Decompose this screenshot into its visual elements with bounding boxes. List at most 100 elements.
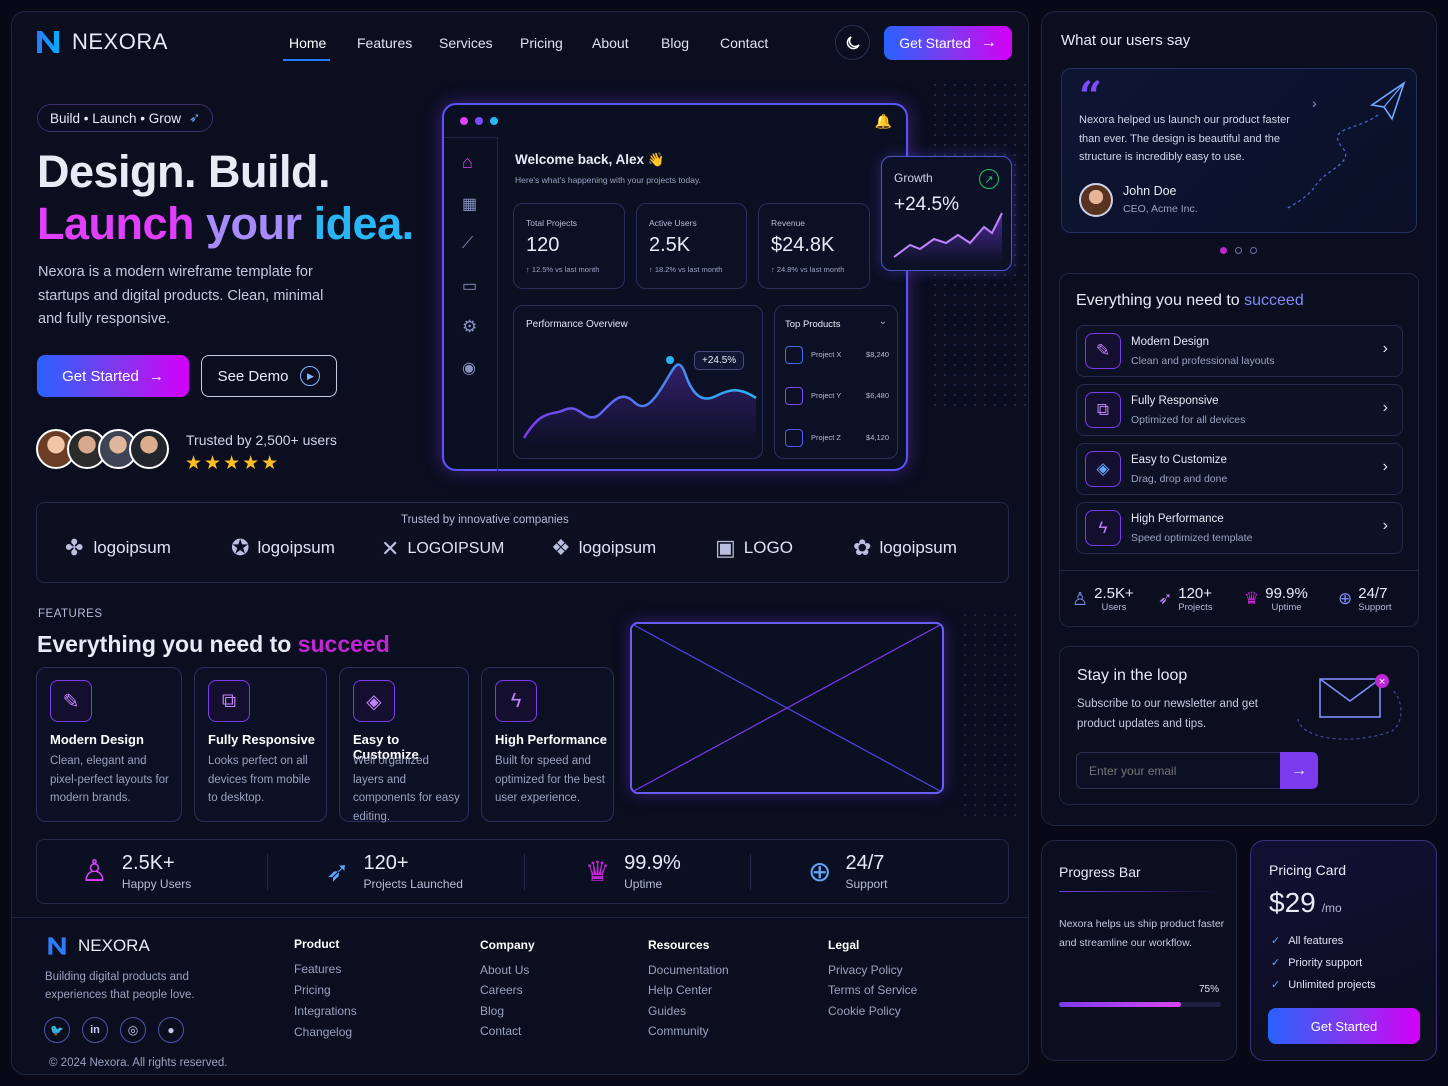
footer-link[interactable]: Cookie Policy — [828, 1004, 901, 1018]
envelope-icon: × — [1297, 674, 1402, 740]
growth-label: Growth — [894, 171, 933, 185]
product-row[interactable]: Project Y $6,480 — [785, 387, 889, 407]
pricing-cta-label: Get Started — [1310, 1018, 1378, 1034]
bell-icon[interactable]: 🔔 — [874, 113, 892, 129]
footer-link[interactable]: Careers — [480, 983, 523, 997]
feature-card-modern-design[interactable]: ✎ Modern Design Clean, elegant and pixel… — [36, 667, 182, 822]
pen-icon: ✎ — [1085, 333, 1121, 369]
footer-link[interactable]: Help Center — [648, 983, 713, 997]
features-heading-text: Everything you need to — [37, 631, 292, 657]
growth-card: Growth ↗ +24.5% — [881, 156, 1012, 271]
footer-link[interactable]: Guides — [648, 1004, 687, 1018]
footer-link[interactable]: Integrations — [294, 1004, 357, 1018]
footer-brand[interactable]: NEXORA — [46, 935, 150, 957]
stat-label: Revenue — [771, 218, 806, 228]
carousel-dot[interactable] — [1250, 247, 1257, 254]
pricing-title: Pricing Card — [1269, 862, 1347, 878]
product-row[interactable]: Project Z $4,120 — [785, 429, 889, 449]
arrow-right-icon: → — [148, 367, 164, 385]
side-feature-easy-to-customize[interactable]: ◈ Easy to Customize Drag, drop and done … — [1076, 443, 1403, 495]
side-stats: ♙ 2.5K+ Users ➶ 120+ Projects ♛ 99.9% Uptim… — [1060, 570, 1418, 626]
footer-link[interactable]: Pricing — [294, 983, 331, 997]
feature-card-easy-to-customize[interactable]: ◈ Easy to Customize Well organized layer… — [339, 667, 469, 823]
stat-change: ↑ 12.5% vs last month — [526, 265, 600, 274]
pricing-get-started-button[interactable]: Get Started — [1268, 1008, 1420, 1044]
logo-icon: ❖ — [551, 535, 571, 560]
feature-card-high-performance[interactable]: ϟ High Performance Built for speed and o… — [481, 667, 614, 822]
nav-home-underline — [283, 59, 330, 61]
grid-icon[interactable]: ▦ — [462, 196, 478, 213]
stat-label: Support — [845, 877, 888, 891]
footer-link[interactable]: Community — [648, 1024, 709, 1038]
carousel-dot[interactable] — [1235, 247, 1242, 254]
logo-icon: ✿ — [853, 535, 872, 560]
side-stat-value: 24/7 — [1358, 585, 1388, 602]
testimonial-quote: Nexora helped us launch our product fast… — [1079, 114, 1290, 163]
see-demo-button[interactable]: See Demo ▶ — [201, 355, 337, 397]
crown-icon: ♛ — [1244, 589, 1260, 608]
company-logo: ❖ logoipsum — [551, 535, 656, 561]
side-feature-title: Modern Design — [1131, 336, 1209, 348]
folder-icon[interactable]: ▭ — [462, 278, 478, 295]
nav-features[interactable]: Features — [357, 35, 413, 51]
product-row[interactable]: Project X $8,240 — [785, 346, 889, 366]
stat-card-revenue: Revenue $24.8K ↑ 24.8% vs last month — [758, 203, 870, 289]
side-feature-modern-design[interactable]: ✎ Modern Design Clean and professional l… — [1076, 325, 1403, 377]
quote-icon: “ — [1079, 73, 1103, 120]
theme-toggle-button[interactable] — [835, 25, 870, 60]
footer-link[interactable]: Blog — [480, 1004, 505, 1018]
subscribe-button[interactable]: → — [1280, 752, 1318, 789]
brand-logo[interactable]: NEXORA — [34, 28, 168, 56]
chevron-right-icon[interactable]: › — [1312, 95, 1317, 111]
header-cta-label: Get Started — [899, 35, 971, 51]
product-value: $8,240 — [866, 350, 889, 359]
side-feature-high-performance[interactable]: ϟ High Performance Speed optimized templ… — [1076, 502, 1403, 554]
camera-icon[interactable]: ◉ — [462, 360, 476, 377]
nav-pricing[interactable]: Pricing — [520, 35, 563, 51]
header-get-started-button[interactable]: Get Started → — [884, 26, 1012, 60]
chevron-down-icon[interactable]: ⌄ — [878, 316, 887, 327]
linkedin-icon[interactable]: in — [82, 1017, 108, 1043]
nav-contact[interactable]: Contact — [720, 35, 769, 51]
nav-blog[interactable]: Blog — [661, 35, 690, 51]
hero-title-line1: Design. Build. — [37, 146, 331, 197]
footer-link[interactable]: Contact — [480, 1024, 522, 1038]
nav-home[interactable]: Home — [289, 35, 327, 51]
layers-icon: ◈ — [1085, 451, 1121, 487]
github-icon[interactable]: ● — [158, 1017, 184, 1043]
side-stat-support: ⊕ 24/7 Support — [1338, 585, 1392, 613]
side-feature-fully-responsive[interactable]: ⧉ Fully Responsive Optimized for all dev… — [1076, 384, 1403, 436]
footer-link[interactable]: Documentation — [648, 963, 729, 977]
stat-uptime: ♛ 99.9% Uptime — [585, 852, 681, 891]
twitter-icon[interactable]: 🐦 — [44, 1017, 70, 1043]
progress-card: Progress Bar Nexora helps us ship produc… — [1041, 840, 1237, 1061]
footer-link[interactable]: Features — [294, 962, 342, 976]
chart-icon[interactable]: ⟋ — [462, 235, 474, 252]
hero-get-started-button[interactable]: Get Started → — [37, 355, 189, 397]
nav-services[interactable]: Services — [439, 35, 493, 51]
home-icon[interactable]: ⌂ — [462, 152, 473, 172]
product-name: Project X — [811, 350, 842, 359]
footer-link[interactable]: Changelog — [294, 1025, 353, 1039]
pricing-feature-label: All features — [1288, 935, 1344, 947]
dribbble-icon[interactable]: ◎ — [120, 1017, 146, 1043]
avatar-group — [36, 429, 176, 471]
logo-icon: ✪ — [231, 535, 250, 560]
product-icon — [785, 346, 803, 364]
hero-title-your: your — [206, 198, 302, 249]
footer-link[interactable]: About Us — [480, 963, 530, 977]
footer-link[interactable]: Privacy Policy — [828, 963, 903, 977]
carousel-dot-active[interactable] — [1220, 247, 1227, 254]
footer-link[interactable]: Terms of Service — [828, 983, 918, 997]
email-input[interactable] — [1076, 752, 1281, 789]
email-field[interactable] — [1077, 753, 1280, 788]
chevron-right-icon: › — [1382, 399, 1388, 416]
side-feature-title: High Performance — [1131, 513, 1224, 525]
nav-about[interactable]: About — [592, 35, 629, 51]
svg-text:×: × — [1378, 677, 1386, 687]
side-stat-value: 99.9% — [1265, 585, 1308, 602]
growth-sparkline — [893, 212, 1003, 261]
stat-label: Uptime — [624, 877, 663, 891]
settings-icon[interactable]: ⚙ — [462, 317, 478, 336]
feature-card-fully-responsive[interactable]: ⧉ Fully Responsive Looks perfect on all … — [194, 667, 327, 822]
